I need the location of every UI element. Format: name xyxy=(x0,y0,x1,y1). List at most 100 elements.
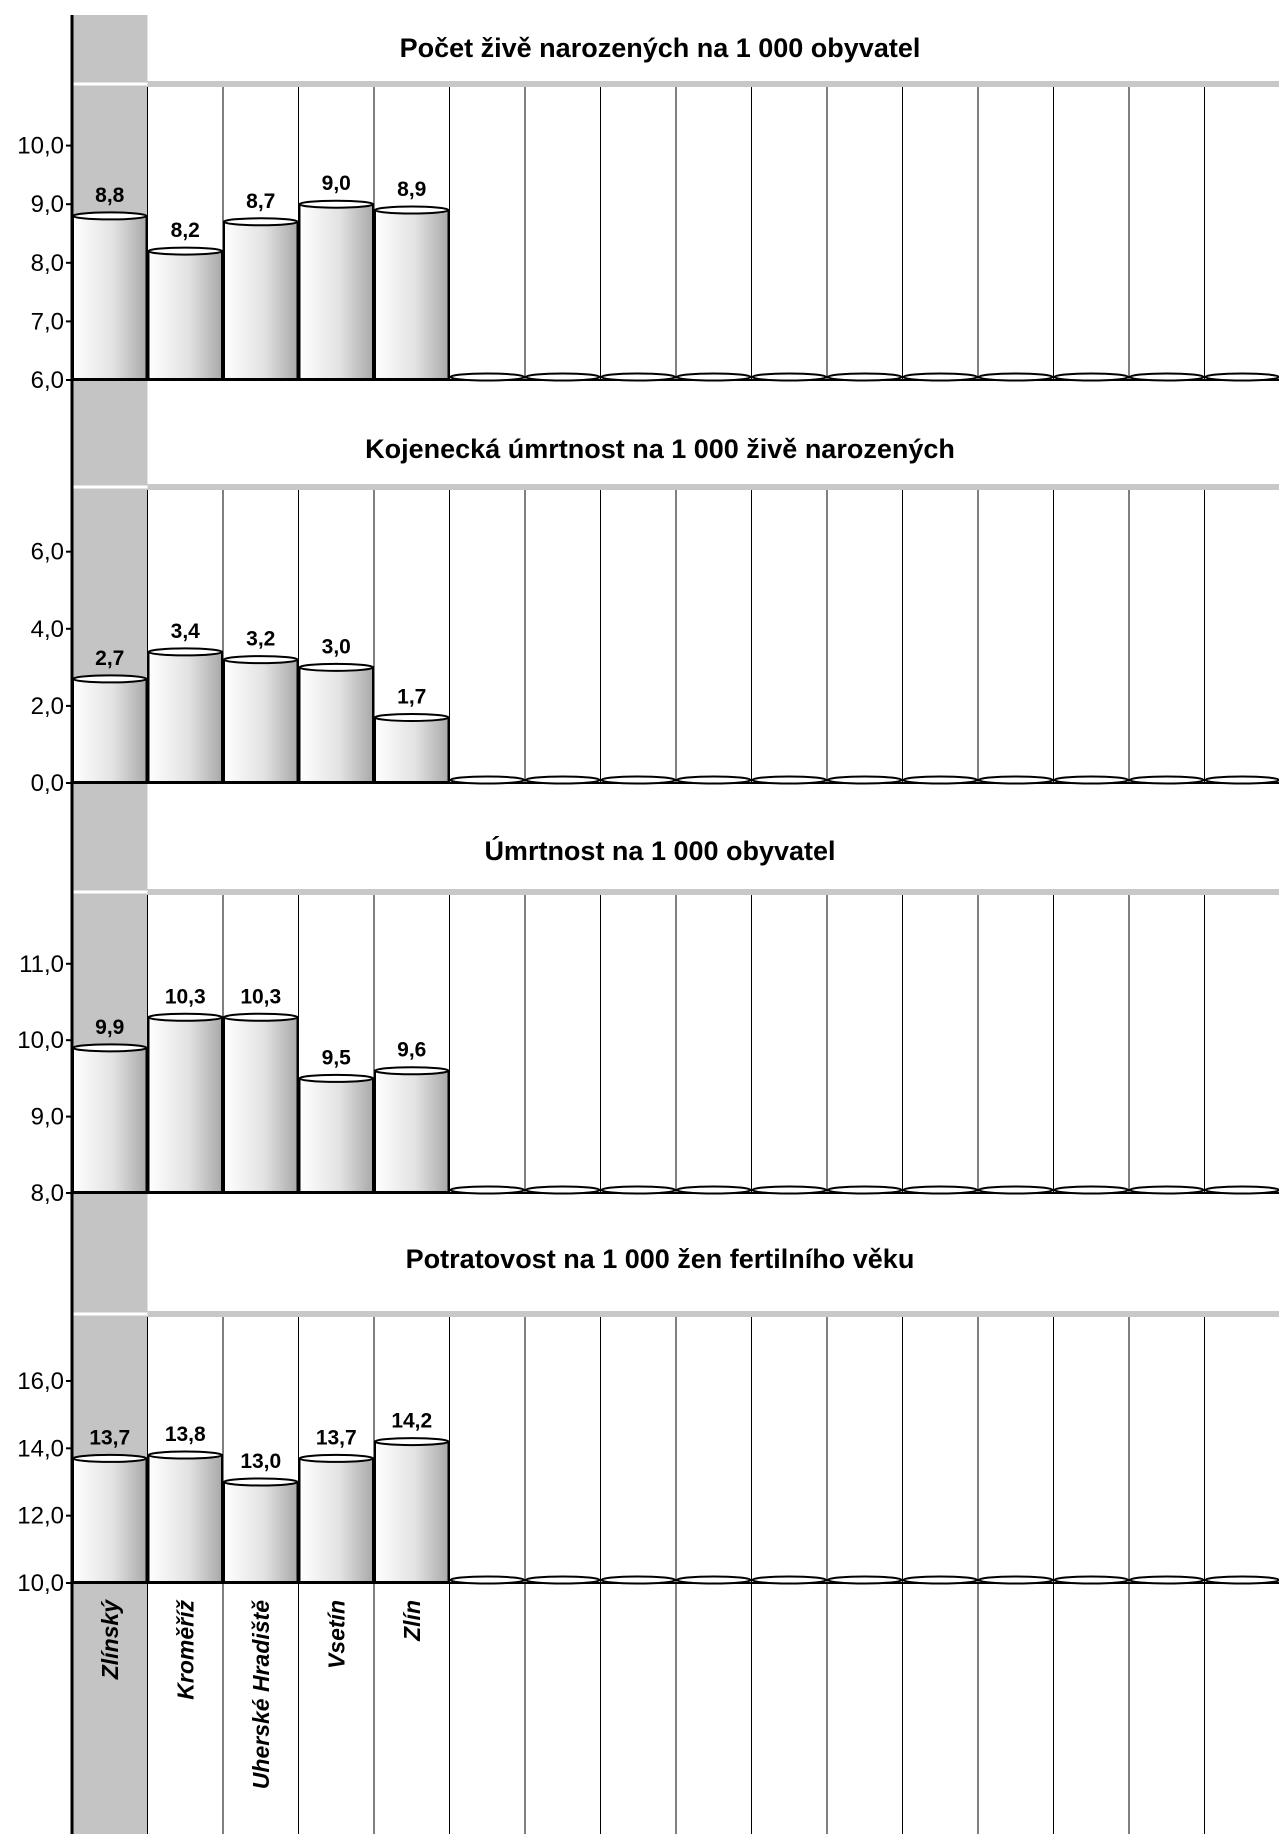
empty-bar-cap xyxy=(525,775,601,785)
bar-body xyxy=(298,203,374,380)
data-label: 13,7 xyxy=(89,1426,130,1449)
bar xyxy=(147,1012,223,1193)
bar-cap xyxy=(72,674,148,684)
bar xyxy=(223,655,299,784)
y-tick-label: 16,0 xyxy=(17,1368,64,1395)
bar-cap xyxy=(298,1073,374,1083)
empty-bar-cap xyxy=(449,1185,525,1195)
data-label: 13,7 xyxy=(316,1426,357,1449)
data-label: 3,4 xyxy=(171,620,201,643)
bar-cap xyxy=(72,211,148,221)
empty-bar-cap xyxy=(1129,775,1205,785)
bar-cap xyxy=(374,205,450,215)
bar xyxy=(223,217,299,380)
bar-body xyxy=(374,209,450,380)
empty-bar-cap xyxy=(676,372,752,382)
bar-cap xyxy=(147,1012,223,1022)
bar-cap xyxy=(147,246,223,256)
empty-bar-cap xyxy=(1204,775,1279,785)
bar-cap xyxy=(72,1453,148,1463)
y-tick-label: 8,0 xyxy=(31,250,64,277)
data-label: 8,2 xyxy=(171,219,200,242)
empty-bar-cap xyxy=(1053,372,1129,382)
empty-bar-cap xyxy=(902,1185,978,1195)
bar-cap xyxy=(147,647,223,657)
y-tick-label: 10,0 xyxy=(17,133,64,160)
bar xyxy=(147,1450,223,1584)
data-label: 8,7 xyxy=(246,190,275,213)
empty-bar-cap xyxy=(600,1185,676,1195)
data-label: 13,8 xyxy=(165,1423,206,1446)
empty-bar-cap xyxy=(1204,372,1279,382)
bar-body xyxy=(147,1454,223,1584)
data-label: 9,6 xyxy=(397,1039,426,1062)
empty-bar-cap xyxy=(600,1575,676,1585)
bar xyxy=(374,712,450,783)
bar xyxy=(298,662,374,783)
bar xyxy=(298,1453,374,1583)
empty-bar-cap xyxy=(902,372,978,382)
empty-bar-cap xyxy=(751,1575,827,1585)
empty-bar-cap xyxy=(827,372,903,382)
bar xyxy=(72,211,148,380)
empty-bar-cap xyxy=(1053,1575,1129,1585)
bar xyxy=(147,246,223,380)
bar-body xyxy=(147,650,223,784)
bar-cap xyxy=(223,1477,299,1487)
bar-cap xyxy=(298,1453,374,1463)
category-label: Zlín xyxy=(399,1600,425,1642)
y-tick-label: 0,0 xyxy=(31,770,64,797)
bar xyxy=(223,1477,299,1583)
bar-body xyxy=(72,1046,148,1194)
panel-divider xyxy=(147,81,1279,87)
data-label: 1,7 xyxy=(397,685,426,708)
y-tick-label: 4,0 xyxy=(31,616,64,643)
empty-bar-cap xyxy=(827,1185,903,1195)
bar-body xyxy=(147,1016,223,1193)
y-tick-label: 9,0 xyxy=(31,1104,64,1131)
y-tick-label: 12,0 xyxy=(17,1503,64,1530)
empty-bar-cap xyxy=(1129,1575,1205,1585)
data-label: 3,0 xyxy=(322,635,351,658)
bar xyxy=(374,205,450,380)
empty-bar-cap xyxy=(1204,1575,1279,1585)
bar-body xyxy=(374,1440,450,1583)
panel-title: Kojenecká úmrtnost na 1 000 živě narozen… xyxy=(365,434,955,464)
empty-bar-cap xyxy=(978,372,1054,382)
data-label: 8,8 xyxy=(95,184,125,207)
empty-bar-cap xyxy=(676,1185,752,1195)
bar-cap xyxy=(223,217,299,227)
bar xyxy=(72,674,148,783)
bar-cap xyxy=(374,1437,450,1447)
bar-cap xyxy=(223,1012,299,1022)
empty-bar-cap xyxy=(525,1185,601,1195)
data-label: 14,2 xyxy=(391,1410,432,1433)
data-label: 9,9 xyxy=(95,1016,124,1039)
bar xyxy=(298,1073,374,1194)
empty-bar-cap xyxy=(449,775,525,785)
bar xyxy=(374,1066,450,1193)
empty-bar-cap xyxy=(751,1185,827,1195)
bar-body xyxy=(72,677,148,783)
bar-body xyxy=(374,1069,450,1193)
bar-body xyxy=(223,658,299,784)
empty-bar-cap xyxy=(1204,1185,1279,1195)
bar xyxy=(223,1012,299,1193)
empty-bar-cap xyxy=(902,1575,978,1585)
data-label: 10,3 xyxy=(165,985,206,1008)
y-tick-label: 10,0 xyxy=(17,1570,64,1597)
data-label: 10,3 xyxy=(240,985,281,1008)
y-tick-label: 6,0 xyxy=(31,539,64,566)
bar xyxy=(374,1437,450,1583)
bar-cap xyxy=(298,662,374,672)
empty-bar-cap xyxy=(1053,1185,1129,1195)
bar xyxy=(298,199,374,380)
category-label: Zlínský xyxy=(97,1599,123,1680)
empty-bar-cap xyxy=(751,775,827,785)
y-tick-label: 8,0 xyxy=(31,1180,64,1207)
bar-body xyxy=(298,1457,374,1583)
bar-body xyxy=(223,220,299,380)
empty-bar-cap xyxy=(827,1575,903,1585)
empty-bar-cap xyxy=(525,372,601,382)
bar-cap xyxy=(223,655,299,665)
